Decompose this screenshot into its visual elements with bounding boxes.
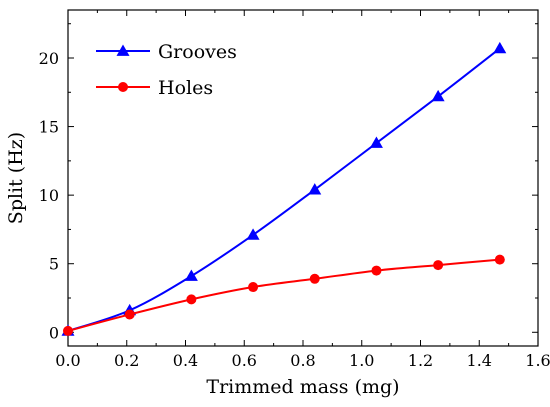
x-axis-title: Trimmed mass (mg)	[206, 376, 399, 398]
plot-frame	[67, 9, 539, 347]
data-point-holes	[433, 260, 444, 271]
y-tick-label: 10	[39, 186, 59, 205]
data-point-grooves	[431, 89, 445, 102]
data-point-holes	[371, 265, 382, 276]
y-tick-label: 20	[39, 49, 59, 68]
y-tick-label: 0	[49, 323, 59, 342]
data-point-holes	[494, 254, 505, 265]
x-tick-label: 0.2	[114, 351, 139, 370]
series-grooves	[61, 41, 507, 336]
series-layer	[61, 41, 507, 336]
data-point-grooves	[184, 269, 198, 281]
x-tick-label: 1.0	[349, 351, 374, 370]
legend-item-grooves: Grooves	[96, 41, 237, 63]
data-point-grooves	[493, 41, 507, 54]
data-point-holes	[248, 282, 259, 293]
x-tick-label: 1.4	[467, 351, 492, 370]
legend-marker	[118, 82, 128, 92]
legend-item-holes: Holes	[96, 77, 213, 99]
data-point-holes	[63, 325, 73, 336]
x-tick-label: 0.8	[290, 351, 315, 370]
x-tick-label: 1.2	[408, 351, 433, 370]
data-point-holes	[309, 273, 320, 284]
tick-labels: 0.0 0.2 0.4 0.6 0.8 1.0 1.2 1.4 1.6 0 5 10 15 20	[39, 49, 550, 370]
data-point-holes	[124, 309, 135, 320]
data-point-grooves	[369, 136, 383, 148]
x-tick-label: 0.4	[173, 351, 198, 370]
axis-ticks	[67, 10, 539, 346]
data-point-grooves	[246, 228, 260, 240]
series-line-grooves	[67, 47, 501, 332]
y-tick-label: 5	[49, 255, 59, 274]
legend: Grooves Holes	[96, 41, 237, 99]
legend-label: Grooves	[158, 41, 237, 63]
data-point-holes	[186, 294, 197, 305]
x-tick-label: 0.0	[55, 351, 80, 370]
legend-marker	[116, 44, 130, 56]
series-holes	[63, 254, 505, 336]
series-line-holes	[67, 258, 500, 332]
legend-label: Holes	[158, 77, 213, 99]
data-point-grooves	[308, 183, 322, 195]
x-tick-label: 1.6	[525, 351, 550, 370]
y-tick-label: 15	[39, 118, 59, 137]
x-tick-label: 0.6	[232, 351, 257, 370]
y-axis-title: Split (Hz)	[5, 132, 27, 224]
